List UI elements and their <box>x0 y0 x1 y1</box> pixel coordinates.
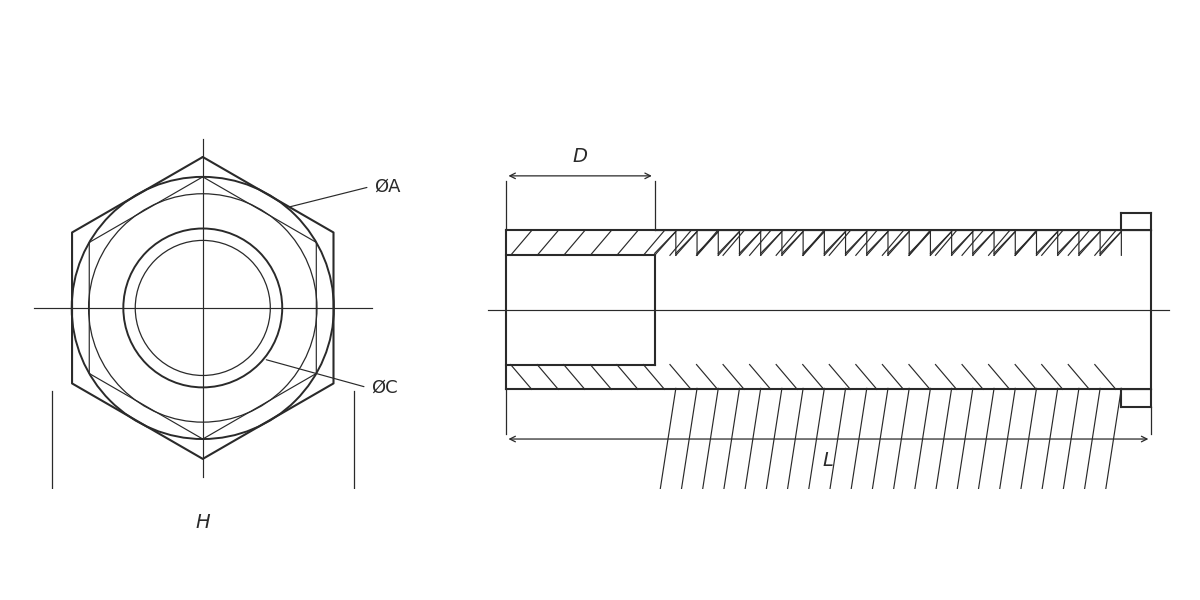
Text: L: L <box>823 451 834 470</box>
Text: ØC: ØC <box>372 379 398 397</box>
Text: H: H <box>196 512 210 532</box>
Text: ØA: ØA <box>374 178 401 196</box>
Text: D: D <box>572 147 588 166</box>
